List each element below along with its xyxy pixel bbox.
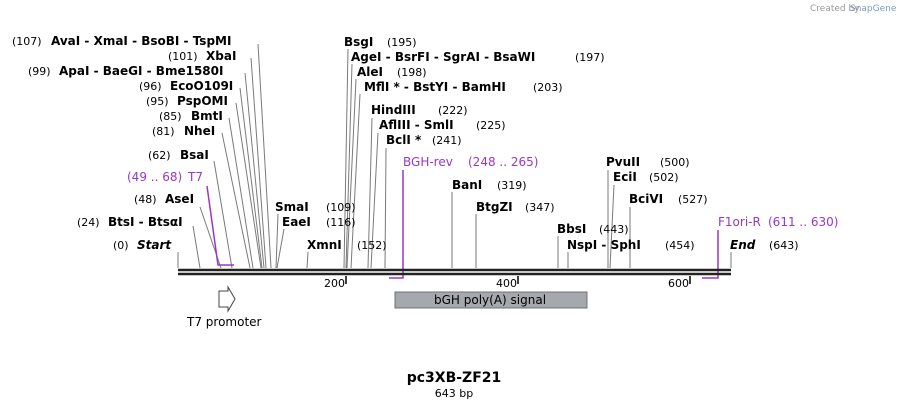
enzyme-label: SmaI <box>275 200 309 214</box>
primer-name-bgh-rev: BGH-rev <box>403 155 453 169</box>
primer-name-f1ori-r: F1ori-R <box>718 215 761 229</box>
enzyme-pos: (198) <box>397 66 427 79</box>
enzyme-pos: (96) <box>139 80 162 93</box>
enzyme-pos: (62) <box>148 149 171 162</box>
enzyme-label: AseI <box>165 192 194 206</box>
enzyme-pos: (643) <box>769 239 799 252</box>
polya-signal-box <box>394 291 588 309</box>
promoter-arrow-icon <box>218 285 236 313</box>
enzyme-label: BbsI <box>557 222 586 236</box>
enzyme-pos: (443) <box>599 223 629 236</box>
enzyme-label-start: Start <box>137 238 172 252</box>
enzyme-label: BciVI <box>629 192 663 206</box>
enzyme-label: NspI - SphI <box>567 238 641 252</box>
primer-name-t7: T7 <box>187 170 203 184</box>
primer-t7-mark <box>206 185 234 266</box>
enzyme-label-end: End <box>730 238 756 252</box>
backbone <box>178 268 731 276</box>
enzyme-label: MflI * - BstYI - BamHI <box>364 80 506 94</box>
enzyme-label: ApaI - BaeGI - Bme1580I <box>59 64 223 78</box>
enzyme-pos: (85) <box>159 110 182 123</box>
enzyme-pos: (241) <box>432 134 462 147</box>
enzyme-label: BmtI <box>191 109 223 123</box>
enzyme-pos: (319) <box>497 179 527 192</box>
enzyme-label: EciI <box>613 170 637 184</box>
plasmid-length: 643 bp <box>435 387 473 400</box>
feature-label-t7-promoter: T7 promoter <box>186 315 262 329</box>
credit-text: Created by <box>810 4 860 14</box>
enzyme-pos: (48) <box>134 193 157 206</box>
enzyme-pos: (152) <box>357 239 387 252</box>
enzyme-labels: (0) Start (24) BtsI - BtsαI (48) AseI (6… <box>12 34 799 252</box>
axis-tick-label: 400 <box>496 277 517 290</box>
axis-tick-label: 200 <box>324 277 345 290</box>
enzyme-pos: (197) <box>575 51 605 64</box>
enzyme-pos: (24) <box>77 216 100 229</box>
feature-label-bgh-polya: bGH poly(A) signal <box>434 293 546 307</box>
enzyme-pos: (347) <box>525 201 555 214</box>
enzyme-label: PvuII <box>606 155 640 169</box>
primer-range: (49 .. 68) <box>127 170 182 184</box>
enzyme-label: AgeI - BsrFI - SgrAI - BsaWI <box>351 50 535 64</box>
enzyme-label: EcoO109I <box>170 79 233 93</box>
enzyme-label: XmnI <box>307 238 342 252</box>
enzyme-pos: (527) <box>678 193 708 206</box>
enzyme-label: AflIII - SmlI <box>379 118 454 132</box>
enzyme-pos: (225) <box>476 119 506 132</box>
enzyme-pos: (109) <box>326 201 356 214</box>
enzyme-label: BanI <box>452 178 482 192</box>
primers: (49 .. 68) T7 BGH-rev (248 .. 265) F1ori… <box>127 155 838 279</box>
primer-bgh-rev-mark <box>389 170 404 279</box>
feature-bgh-polya: bGH poly(A) signal <box>394 291 588 309</box>
enzyme-label: BtgZI <box>476 200 513 214</box>
enzyme-label: HindIII <box>371 103 416 117</box>
enzyme-label: BtsI - BtsαI <box>108 215 183 229</box>
enzyme-label: AvaI - XmaI - BsoBI - TspMI <box>51 34 231 48</box>
enzyme-pos: (222) <box>438 104 468 117</box>
primer-f1ori-r-mark <box>702 230 719 279</box>
enzyme-label: BclI * <box>386 133 422 147</box>
enzyme-label: BsgI <box>344 35 373 49</box>
enzyme-pos: (454) <box>665 239 695 252</box>
enzyme-pos: (500) <box>660 156 690 169</box>
snapgene-logo-text: SnapGene <box>850 4 897 14</box>
enzyme-label: EaeI <box>282 215 311 229</box>
enzyme-pos: (81) <box>152 125 175 138</box>
enzyme-pos: (101) <box>168 50 198 63</box>
leader-lines <box>177 43 732 269</box>
enzyme-pos: (502) <box>649 171 679 184</box>
enzyme-label: AleI <box>357 65 383 79</box>
axis: 200 400 600 <box>324 276 691 290</box>
enzyme-pos: (203) <box>533 81 563 94</box>
enzyme-pos: (107) <box>12 35 42 48</box>
enzyme-label: PspOMI <box>177 94 228 108</box>
primer-range: (611 .. 630) <box>768 215 838 229</box>
enzyme-pos: (116) <box>326 216 356 229</box>
enzyme-pos: (0) <box>113 239 129 252</box>
plasmid-title: pc3XB-ZF21 <box>407 370 502 386</box>
enzyme-pos: (195) <box>387 36 417 49</box>
primer-range: (248 .. 265) <box>468 155 538 169</box>
enzyme-label: XbaI <box>206 49 236 63</box>
enzyme-label: NheI <box>184 124 215 138</box>
enzyme-label: BsaI <box>180 148 209 162</box>
enzyme-pos: (95) <box>146 95 169 108</box>
axis-tick-label: 600 <box>668 277 689 290</box>
enzyme-pos: (99) <box>28 65 51 78</box>
feature-t7-promoter: T7 promoter <box>186 285 262 329</box>
